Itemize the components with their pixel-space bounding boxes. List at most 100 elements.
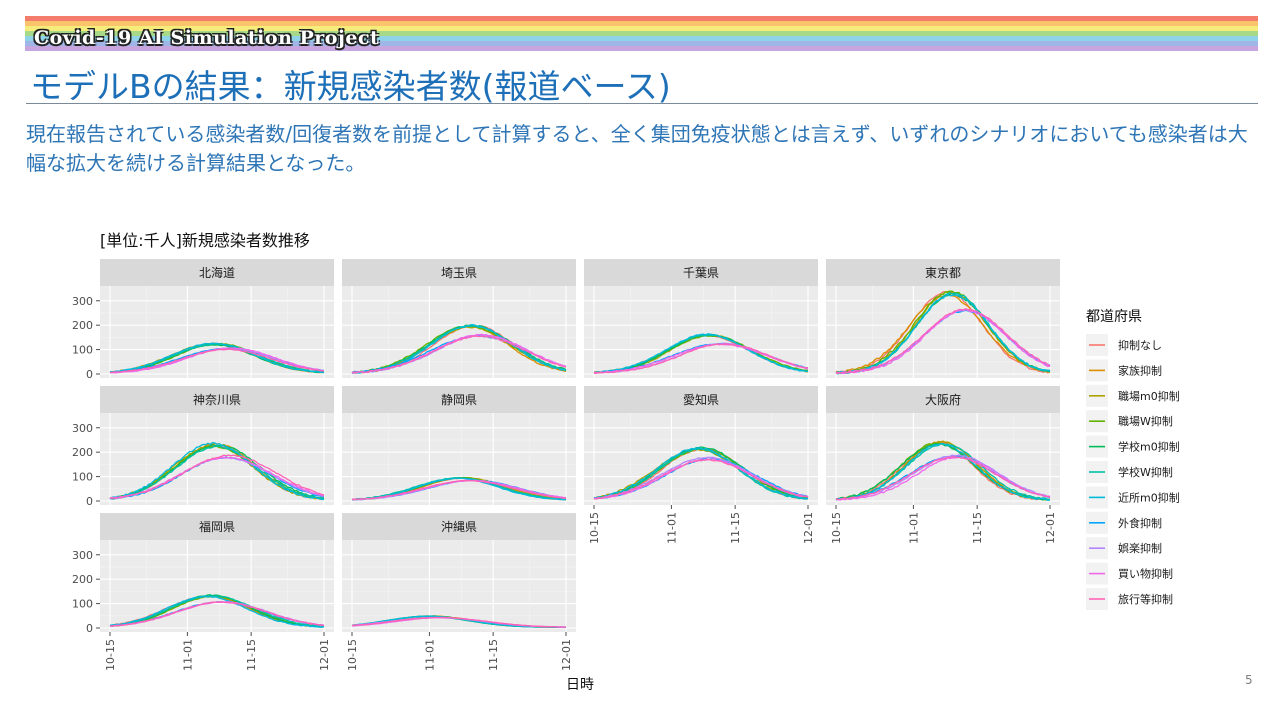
- panel-strip: [100, 259, 334, 286]
- series-line-近所m0抑制: [835, 442, 1051, 501]
- series-line-旅行等抑制: [835, 308, 1051, 374]
- series-line-職場m0抑制: [593, 448, 809, 500]
- x-tick-label: 12-01: [1044, 512, 1057, 544]
- legend-label: 職場m0抑制: [1118, 389, 1180, 403]
- series-line-旅行等抑制: [351, 335, 567, 374]
- panel-label: 大阪府: [925, 392, 961, 407]
- series-line-旅行等抑制: [351, 479, 566, 500]
- series-line-買い物抑制: [835, 308, 1050, 375]
- panel-background: [342, 540, 576, 632]
- legend-label: 学校W抑制: [1118, 465, 1173, 479]
- x-tick-label: 11-01: [181, 639, 194, 671]
- panel-strip: [584, 386, 818, 413]
- series-line-近所m0抑制: [593, 447, 809, 500]
- panel-strip: [584, 259, 818, 286]
- panel-label: 愛知県: [683, 393, 719, 407]
- panel-神奈川県: 神奈川県 0 100 200 300: [72, 386, 334, 508]
- x-tick-label: 11-15: [729, 512, 742, 544]
- series-line-買い物抑制: [109, 456, 325, 499]
- series-line-旅行等抑制: [109, 601, 324, 627]
- x-tick-label: 10-15: [346, 639, 359, 671]
- rainbow-stripe: [25, 31, 1258, 36]
- x-axis-title: 日時: [566, 677, 594, 693]
- x-tick-label: 11-15: [487, 639, 500, 671]
- y-tick-label: 100: [72, 471, 93, 484]
- rainbow-banner: [25, 16, 1258, 56]
- panel-label: 埼玉県: [441, 266, 477, 280]
- title-divider: [26, 103, 1258, 104]
- series-line-買い物抑制: [835, 456, 1051, 501]
- panel-strip: [342, 513, 576, 540]
- series-line-学校m0抑制: [109, 444, 325, 500]
- y-tick-label: 300: [72, 422, 93, 435]
- panel-strip: [100, 386, 334, 413]
- slide-title: モデルBの結果：新規感染者数(報道ベース): [30, 67, 671, 106]
- panel-series-group: [351, 476, 567, 501]
- legend-label: 近所m0抑制: [1118, 490, 1180, 504]
- legend-label: 学校m0抑制: [1118, 440, 1180, 454]
- x-tick-label: 10-15: [588, 512, 601, 544]
- panel-background: [584, 286, 818, 378]
- series-line-学校m0抑制: [593, 446, 809, 499]
- panel-background: [100, 540, 334, 632]
- panel-background: [342, 413, 576, 505]
- x-tick-label: 11-01: [423, 639, 436, 671]
- panel-label: 福岡県: [199, 519, 235, 534]
- rainbow-stripe: [25, 36, 1258, 41]
- panel-label: 静岡県: [441, 393, 477, 407]
- panel-埼玉県: 埼玉県: [342, 259, 576, 378]
- panel-series-group: [593, 333, 809, 374]
- y-tick-label: 300: [72, 295, 93, 308]
- panel-series-group: [351, 615, 567, 629]
- series-line-旅行等抑制: [109, 454, 325, 499]
- series-line-旅行等抑制: [109, 348, 324, 374]
- legend-label: 旅行等抑制: [1118, 592, 1173, 606]
- rainbow-stripe: [25, 16, 1258, 21]
- panel-沖縄県: 沖縄県 10-15 11-01 11-15 12-01: [342, 513, 576, 671]
- panel-label: 東京都: [925, 266, 961, 280]
- x-tick-label: 12-01: [318, 639, 331, 671]
- panel-大阪府: 大阪府 10-15 11-01 11-15 12-01: [826, 386, 1060, 544]
- series-line-旅行等抑制: [835, 456, 1051, 501]
- panel-series-group: [835, 440, 1051, 501]
- series-line-近所m0抑制: [109, 342, 325, 374]
- panel-strip: [342, 259, 576, 286]
- rainbow-stripe: [25, 26, 1258, 31]
- series-line-近所m0抑制: [109, 595, 325, 628]
- series-line-近所m0抑制: [593, 333, 809, 374]
- series-line-抑制なし: [835, 291, 1051, 374]
- rainbow-stripe: [25, 46, 1258, 51]
- x-tick-label: 10-15: [830, 512, 843, 544]
- series-line-旅行等抑制: [593, 343, 809, 374]
- y-tick-label: 100: [72, 598, 93, 611]
- legend-label: 外食抑制: [1118, 516, 1162, 530]
- legend-label: 職場W抑制: [1118, 414, 1173, 428]
- panel-series-group: [593, 446, 809, 500]
- y-tick-label: 0: [86, 495, 93, 508]
- series-line-娯楽抑制: [593, 456, 809, 499]
- rainbow-stripe: [25, 21, 1258, 26]
- panel-background: [100, 286, 334, 378]
- series-line-学校W抑制: [109, 595, 325, 628]
- x-tick-label: 11-15: [245, 639, 258, 671]
- chart-title: [単位:千人]新規感染者数推移: [100, 231, 310, 250]
- panel-series-group: [835, 290, 1051, 375]
- legend-label: 娯楽抑制: [1118, 541, 1162, 555]
- panel-series-group: [109, 342, 325, 374]
- panel-福岡県: 福岡県 0 100 200 300 10-15 11-01 11-15 12-01: [72, 513, 334, 671]
- x-tick-label: 12-01: [560, 639, 573, 671]
- page-number: 5: [1245, 673, 1253, 687]
- y-tick-label: 200: [72, 573, 93, 586]
- x-tick-label: 12-01: [802, 512, 815, 544]
- banner-text: Covid-19 AI Simulation Project: [34, 27, 380, 49]
- series-line-近所m0抑制: [835, 293, 1051, 375]
- panel-strip: [342, 386, 576, 413]
- panel-label: 神奈川県: [193, 393, 241, 407]
- slide-summary: 現在報告されている感染者数/回復者数を前提として計算すると、全く集団免疫状態とは…: [26, 122, 1248, 175]
- y-tick-label: 200: [72, 319, 93, 332]
- y-tick-label: 0: [86, 368, 93, 381]
- panel-label: 北海道: [199, 265, 235, 280]
- legend-label: 買い物抑制: [1118, 567, 1173, 581]
- series-line-旅行等抑制: [593, 458, 809, 500]
